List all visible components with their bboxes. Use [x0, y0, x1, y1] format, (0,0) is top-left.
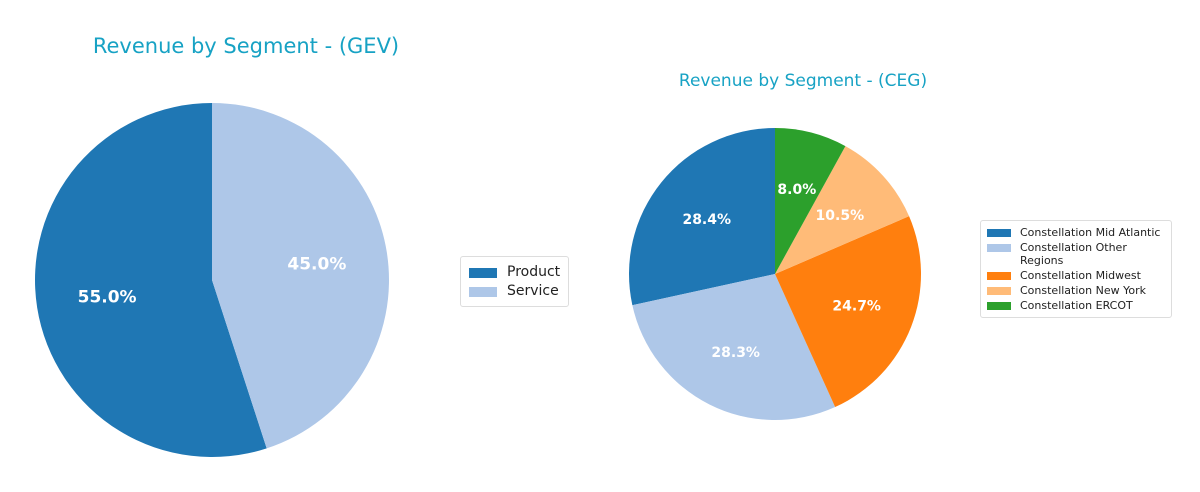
- legend-label: Product: [507, 264, 561, 280]
- pie-slice-service: [212, 103, 389, 449]
- pie-gev: 55.0% 45.0%: [34, 103, 389, 457]
- legend-item: Product: [469, 264, 560, 280]
- legend-label: Constellation Midwest: [1020, 269, 1141, 282]
- legend-swatch: [987, 272, 1011, 280]
- pie-slice-constellation-other-regions: [632, 274, 836, 421]
- legend-label: Constellation Mid Atlantic: [1020, 226, 1161, 239]
- chart-title-gev: Revenue by Segment - (GEV): [93, 34, 399, 58]
- pie-ceg: 28.4% 28.3% 24.7% 10.5%8.0%: [629, 128, 921, 421]
- pie-slice-product: [34, 103, 267, 457]
- pie-value-label: 10.5%: [816, 208, 865, 224]
- pie-value-label: 45.0%: [287, 254, 346, 274]
- pie-value-label: 24.7%: [832, 299, 881, 315]
- legend-label: Constellation Other Regions: [1020, 241, 1127, 267]
- legend-gev: Product Service: [460, 256, 570, 307]
- legend-swatch: [987, 302, 1011, 310]
- legend-item: Constellation Other Regions: [987, 241, 1165, 267]
- pie-slice-constellation-ercot: [775, 128, 846, 274]
- legend-item: Constellation Mid Atlantic: [987, 226, 1165, 239]
- pie-slice-constellation-new-york: [775, 146, 910, 274]
- pie-value-label: 55.0%: [78, 288, 137, 308]
- legend-ceg: Constellation Mid Atlantic Constellation …: [980, 220, 1172, 318]
- legend-item: Service: [469, 283, 560, 299]
- legend-swatch: [987, 287, 1011, 295]
- pie-value-label: 28.4%: [682, 212, 731, 228]
- pie-value-label: 8.0%: [777, 182, 816, 198]
- legend-swatch: [987, 229, 1011, 237]
- legend-swatch: [469, 287, 497, 297]
- pie-slice-constellation-mid-atlantic: [629, 128, 775, 306]
- legend-swatch: [469, 268, 497, 278]
- legend-label: Constellation New York: [1020, 284, 1146, 297]
- legend-item: Constellation Midwest: [987, 269, 1165, 282]
- legend-label: Service: [507, 283, 559, 299]
- chart-title-ceg: Revenue by Segment - (CEG): [679, 71, 927, 91]
- legend-item: Constellation New York: [987, 284, 1165, 297]
- legend-item: Constellation ERCOT: [987, 299, 1165, 312]
- legend-label: Constellation ERCOT: [1020, 299, 1133, 312]
- pie-value-label: 28.3%: [711, 345, 760, 361]
- legend-swatch: [987, 244, 1011, 252]
- pie-slice-constellation-midwest: [775, 216, 921, 408]
